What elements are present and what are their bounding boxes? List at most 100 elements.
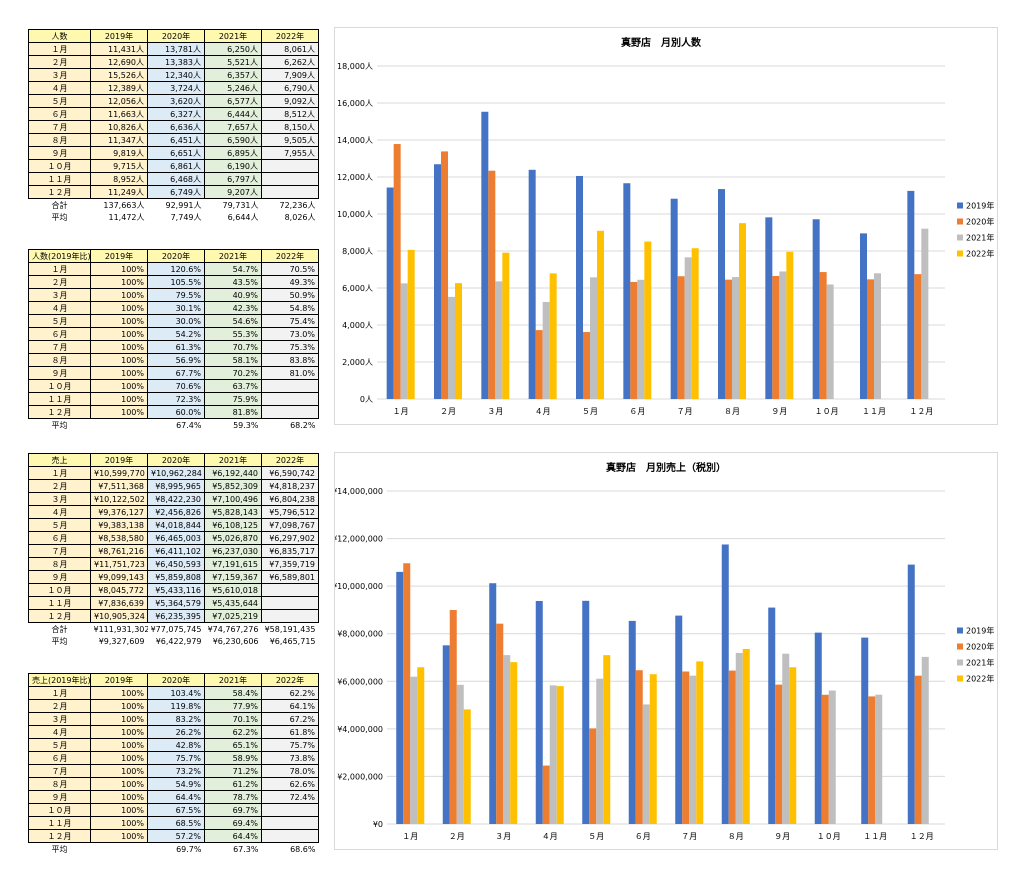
value-cell[interactable]: 100% xyxy=(90,816,148,830)
month-label-cell[interactable]: ５月 xyxy=(28,518,91,532)
value-cell[interactable]: ¥5,610,018 xyxy=(204,583,262,597)
value-cell[interactable]: 119.8% xyxy=(147,699,205,713)
bar-2019-10[interactable] xyxy=(814,632,822,824)
value-cell[interactable]: ¥4,018,844 xyxy=(147,518,205,532)
year-header-cell[interactable]: 2020年 xyxy=(147,29,205,43)
bar-2021-1[interactable] xyxy=(410,676,418,824)
value-cell[interactable]: 70.6% xyxy=(147,379,205,393)
value-cell[interactable]: ¥9,099,143 xyxy=(90,570,148,584)
visitors-chart[interactable]: 真野店 月別人数 0人 2,000人 4,000人 6,000人 8,000人 10,000… xyxy=(334,27,998,425)
value-cell[interactable]: ¥6,235,395 xyxy=(147,609,205,623)
value-cell[interactable]: 6,749人 xyxy=(147,185,205,199)
average-cell[interactable]: 68.2% xyxy=(261,418,319,431)
value-cell[interactable]: ¥10,905,324 xyxy=(90,609,148,623)
bar-2021-8[interactable] xyxy=(735,652,743,824)
legend-swatch[interactable] xyxy=(957,659,963,666)
value-cell[interactable]: 78.0% xyxy=(261,764,319,778)
value-cell[interactable]: 75.3% xyxy=(261,340,319,354)
average-label[interactable]: 平均 xyxy=(28,842,91,855)
average-cell[interactable]: 7,749人 xyxy=(147,211,205,223)
value-cell[interactable] xyxy=(261,405,319,419)
total-cell[interactable]: 137,663人 xyxy=(90,198,148,211)
bar-2021-9[interactable] xyxy=(779,271,787,399)
value-cell[interactable]: 100% xyxy=(90,777,148,791)
value-cell[interactable]: 42.8% xyxy=(147,738,205,752)
value-cell[interactable]: 63.7% xyxy=(204,379,262,393)
value-cell[interactable]: 54.9% xyxy=(147,777,205,791)
value-cell[interactable]: 72.3% xyxy=(147,392,205,406)
month-label-cell[interactable]: ４月 xyxy=(28,301,91,315)
bar-2019-12[interactable] xyxy=(907,190,915,399)
value-cell[interactable]: 61.2% xyxy=(204,777,262,791)
month-label-cell[interactable]: ６月 xyxy=(28,751,91,765)
bar-2021-10[interactable] xyxy=(828,690,836,824)
month-label-cell[interactable]: １０月 xyxy=(28,159,91,173)
value-cell[interactable]: 60.0% xyxy=(147,405,205,419)
month-label-cell[interactable]: ２月 xyxy=(28,55,91,69)
legend-swatch[interactable] xyxy=(957,250,963,257)
bar-2020-1[interactable] xyxy=(393,144,401,399)
legend-swatch[interactable] xyxy=(957,675,963,682)
bar-2020-2[interactable] xyxy=(449,610,457,824)
value-cell[interactable]: 100% xyxy=(90,392,148,406)
year-header-cell[interactable]: 2021年 xyxy=(204,673,262,687)
month-label-cell[interactable]: ９月 xyxy=(28,790,91,804)
bar-2019-11[interactable] xyxy=(861,637,869,824)
month-label-cell[interactable]: ７月 xyxy=(28,120,91,134)
value-cell[interactable]: 65.1% xyxy=(204,738,262,752)
legend-label[interactable]: 2022年 xyxy=(966,674,994,684)
bar-2021-1[interactable] xyxy=(400,283,408,399)
total-cell[interactable]: 92,991人 xyxy=(147,198,205,211)
value-cell[interactable]: ¥11,751,723 xyxy=(90,557,148,571)
value-cell[interactable]: 100% xyxy=(90,686,148,700)
value-cell[interactable]: ¥8,995,965 xyxy=(147,479,205,493)
value-cell[interactable]: 42.3% xyxy=(204,301,262,315)
bar-2019-2[interactable] xyxy=(434,164,441,399)
value-cell[interactable]: 100% xyxy=(90,699,148,713)
month-label-cell[interactable]: ８月 xyxy=(28,557,91,571)
value-cell[interactable]: ¥6,590,742 xyxy=(261,466,319,480)
value-cell[interactable]: 9,207人 xyxy=(204,185,262,199)
value-cell[interactable]: ¥6,237,030 xyxy=(204,544,262,558)
value-cell[interactable]: 54.2% xyxy=(147,327,205,341)
value-cell[interactable]: 54.8% xyxy=(261,301,319,315)
bar-2022-6[interactable] xyxy=(649,674,657,824)
value-cell[interactable]: ¥5,859,808 xyxy=(147,570,205,584)
value-cell[interactable]: 7,657人 xyxy=(204,120,262,134)
bar-2019-6[interactable] xyxy=(623,183,631,399)
value-cell[interactable]: 62.2% xyxy=(261,686,319,700)
value-cell[interactable]: 79.5% xyxy=(147,288,205,302)
value-cell[interactable]: 6,651人 xyxy=(147,146,205,160)
value-cell[interactable]: ¥6,804,238 xyxy=(261,492,319,506)
value-cell[interactable]: 10,826人 xyxy=(90,120,148,134)
year-header-cell[interactable]: 2020年 xyxy=(147,249,205,263)
value-cell[interactable]: ¥5,435,644 xyxy=(204,596,262,610)
value-cell[interactable]: 30.1% xyxy=(147,301,205,315)
value-cell[interactable]: 120.6% xyxy=(147,262,205,276)
value-cell[interactable]: 6,250人 xyxy=(204,42,262,56)
average-cell[interactable]: 8,026人 xyxy=(261,211,319,223)
value-cell[interactable] xyxy=(261,159,319,173)
month-label-cell[interactable]: ９月 xyxy=(28,366,91,380)
value-cell[interactable]: 57.2% xyxy=(147,829,205,843)
bar-2022-6[interactable] xyxy=(644,241,652,399)
bar-2022-1[interactable] xyxy=(417,667,425,824)
value-cell[interactable]: 71.2% xyxy=(204,764,262,778)
bar-2021-5[interactable] xyxy=(590,277,597,399)
value-cell[interactable]: 13,383人 xyxy=(147,55,205,69)
value-cell[interactable]: ¥6,465,003 xyxy=(147,531,205,545)
total-cell[interactable]: ¥111,931,302 xyxy=(90,622,148,635)
value-cell[interactable]: 13,781人 xyxy=(147,42,205,56)
value-cell[interactable]: 49.3% xyxy=(261,275,319,289)
month-label-cell[interactable]: ３月 xyxy=(28,712,91,726)
month-label-cell[interactable]: ３月 xyxy=(28,288,91,302)
value-cell[interactable] xyxy=(261,172,319,186)
bar-2019-9[interactable] xyxy=(768,607,776,824)
bar-2019-11[interactable] xyxy=(860,233,867,399)
bar-2020-1[interactable] xyxy=(403,563,411,824)
value-cell[interactable]: 100% xyxy=(90,301,148,315)
month-label-cell[interactable]: １２月 xyxy=(28,829,91,843)
average-label[interactable]: 平均 xyxy=(28,635,91,647)
value-cell[interactable]: ¥7,359,719 xyxy=(261,557,319,571)
value-cell[interactable]: 6,357人 xyxy=(204,68,262,82)
